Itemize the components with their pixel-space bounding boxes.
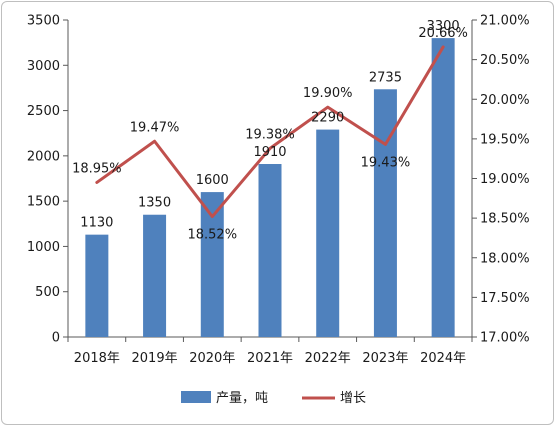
right-tick-label: 21.00% [480,14,530,29]
x-tick-label: 2019年 [132,351,178,366]
x-tick-label: 2023年 [362,351,408,366]
right-tick-label: 17.50% [480,291,530,306]
left-tick-label: 3500 [27,14,60,29]
legend-label-bar: 产量，吨 [216,391,268,406]
left-tick-label: 2000 [27,149,60,164]
x-tick-label: 2018年 [74,351,120,366]
bar-value-label: 1600 [196,173,229,188]
axes: 0 500 1000 1500 2000 2500 3000 3500 17.00% 17.50%… [27,14,530,367]
right-tick-label: 18.00% [480,251,530,266]
line-value-label: 19.43% [361,155,411,170]
bar [143,214,167,337]
right-tick-label: 18.50% [480,212,530,227]
legend: 产量，吨 增长 [181,391,366,406]
x-tick-label: 2021年 [247,351,293,366]
right-tick-label: 19.50% [480,132,530,147]
data-labels: 1130 1350 1600 1910 2290 2735 3300 18.95% 19.47%… [72,19,468,242]
line-value-label: 19.38% [245,127,295,142]
bar-value-label: 1130 [80,216,113,231]
right-tick-label: 19.00% [480,172,530,187]
bar-value-label: 1910 [253,145,286,160]
bar [258,164,282,337]
bar-series [85,38,455,337]
right-tick-label: 20.50% [480,53,530,68]
bar [85,234,109,337]
left-tick-label: 0 [52,331,60,346]
right-tick-label: 17.00% [480,331,530,346]
line-series [95,45,445,219]
left-tick-label: 1500 [27,195,60,210]
left-tick-label: 3000 [27,59,60,74]
right-tick-label: 20.00% [480,93,530,108]
x-tick-label: 2022年 [305,351,351,366]
bar-value-label: 2735 [369,70,402,85]
line-value-label: 19.47% [130,120,180,135]
left-tick-label: 500 [35,285,60,300]
line-value-label: 19.90% [303,86,353,101]
left-tick-label: 1000 [27,240,60,255]
bar [373,89,397,337]
bar [200,192,224,337]
bar-value-label: 3300 [427,19,460,34]
bar-value-label: 2290 [311,111,344,126]
left-tick-label: 2500 [27,104,60,119]
bar-value-label: 1350 [138,196,171,211]
bar [431,38,455,337]
legend-swatch-bar [181,391,211,403]
x-tick-label: 2020年 [189,351,235,366]
x-tick-label: 2024年 [420,351,466,366]
line-value-label: 18.52% [187,228,237,243]
line-value-label: 20.66% [418,26,468,41]
legend-label-line: 增长 [340,391,366,406]
line-value-label: 18.95% [72,161,122,176]
bar [316,129,340,337]
